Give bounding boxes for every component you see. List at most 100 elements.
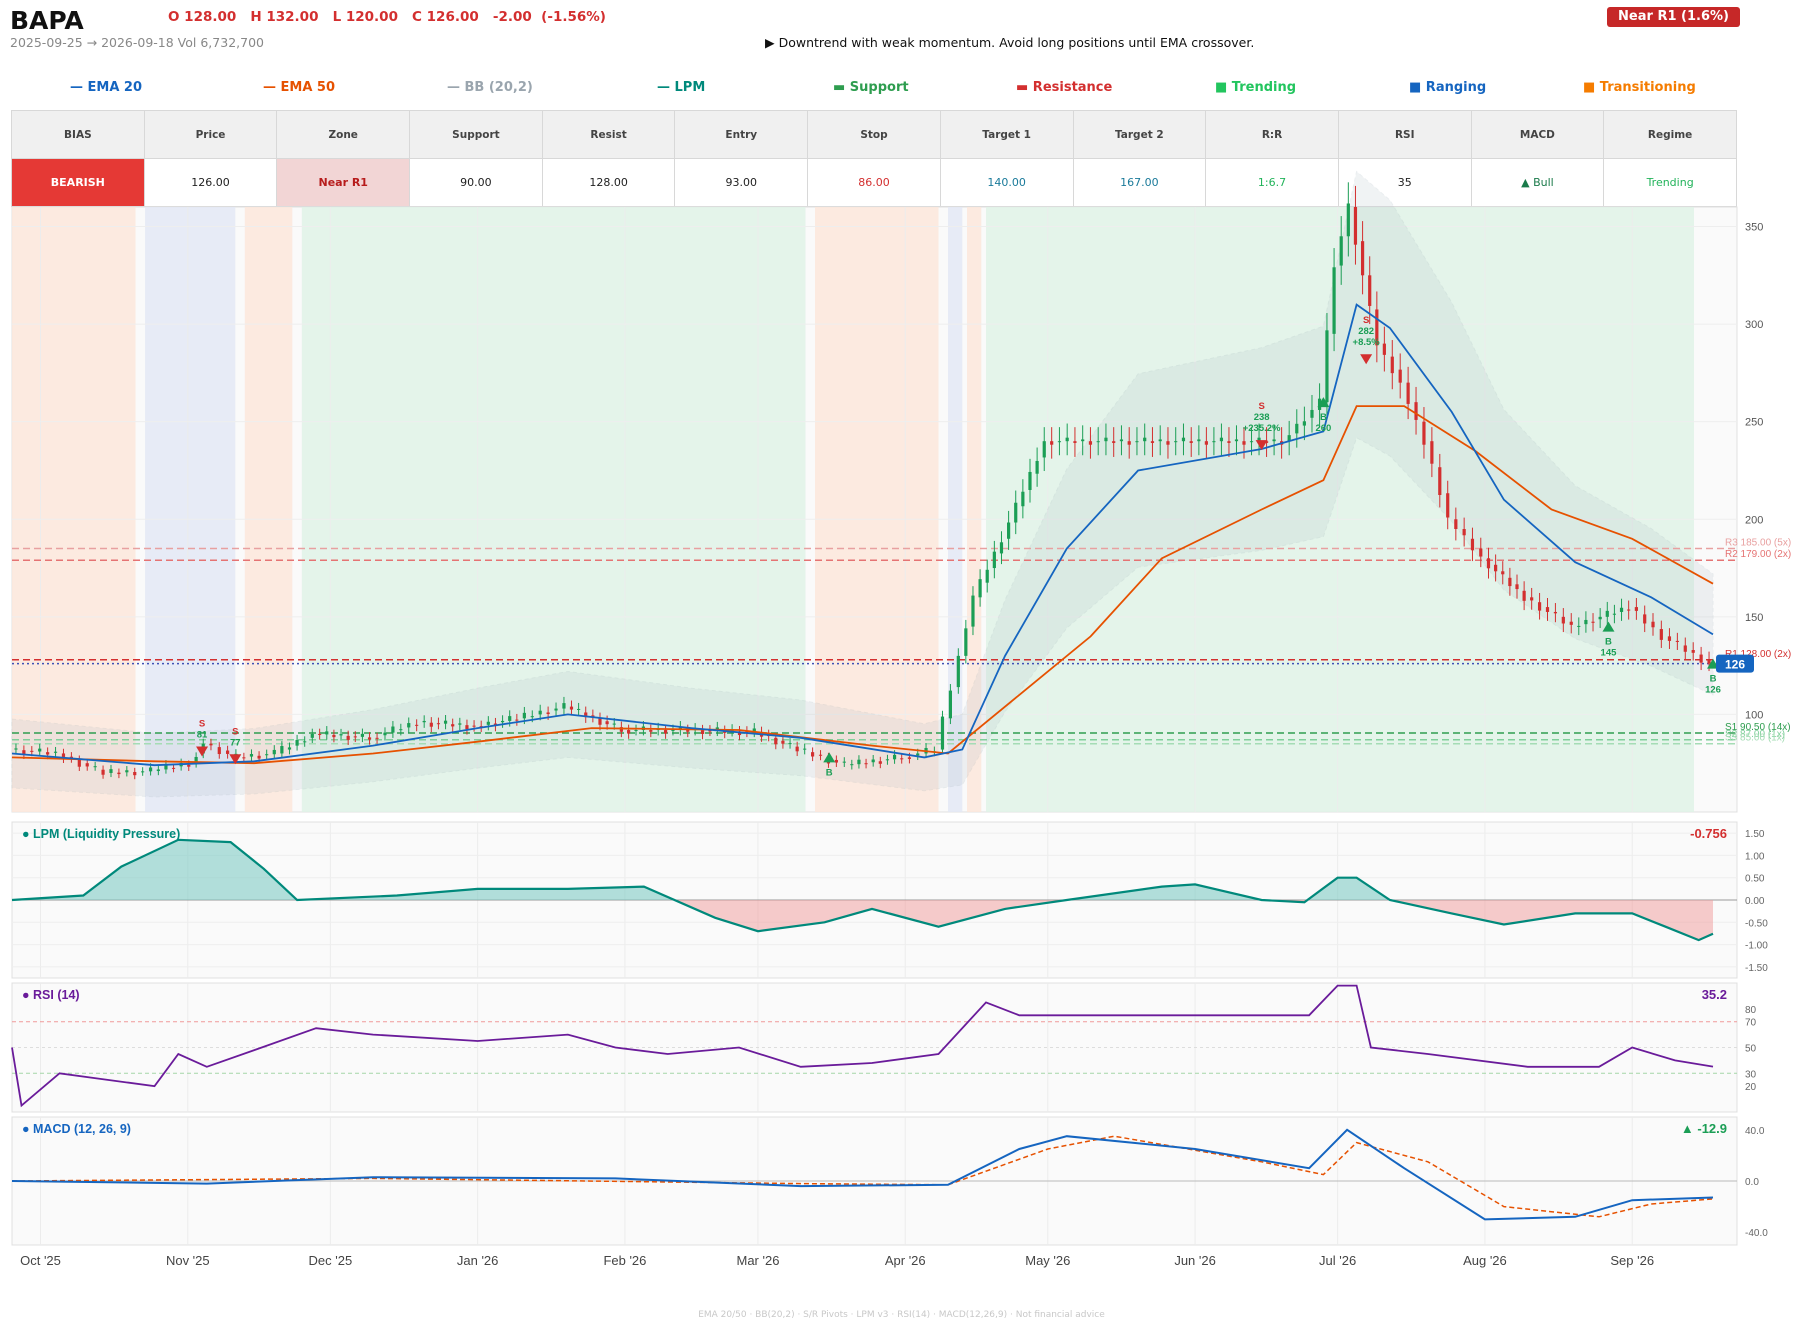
candle-body (141, 771, 145, 773)
candle-body (85, 763, 89, 767)
candle-body (834, 759, 838, 763)
candle-body (1014, 502, 1018, 523)
candle-body (678, 726, 682, 731)
chart-legend: — EMA 20 — EMA 50 — BB (20,2) — LPM ▬ Su… (0, 80, 1803, 98)
candle-body (1065, 437, 1069, 442)
x-tick-label: Nov '25 (166, 1253, 210, 1268)
candle-body (1042, 441, 1046, 458)
candle-body (871, 759, 875, 763)
macd-tick-label: 40.0 (1745, 1126, 1765, 1137)
candle-body (708, 730, 712, 732)
price-tick-label: 350 (1745, 222, 1763, 234)
candle-body (612, 723, 616, 725)
candle-body (500, 720, 505, 723)
regime-band (12, 207, 136, 812)
x-tick-label: May '26 (1025, 1253, 1070, 1268)
candle-body (781, 740, 785, 744)
candle-body (978, 579, 982, 598)
target2-cell: 167.00 (1072, 158, 1207, 207)
candle-body (1494, 564, 1498, 572)
rsi-tick-label: 70 (1745, 1018, 1757, 1029)
candle-body (1675, 640, 1679, 642)
candle-body (303, 741, 307, 743)
legend-bb[interactable]: — BB (20,2) (447, 80, 533, 95)
candle-body (878, 761, 882, 764)
candle-body (663, 730, 668, 734)
rsi-line (11, 984, 1714, 1108)
date-range-volume: 2025-09-25 → 2026-09-18 Vol 6,732,700 (10, 35, 264, 50)
price-chart-svg[interactable]: Oct '25 Nov '25 Dec '25 Jan '26 Feb '26 Mar '… (0, 0, 1803, 1300)
candle-body (486, 721, 490, 725)
candle-body (649, 730, 653, 732)
sell-signal-marker (1255, 440, 1268, 451)
candle-body (407, 723, 411, 728)
candle-body (242, 757, 246, 759)
price-tick-label: 250 (1745, 417, 1763, 429)
lpm-tick-label: -0.50 (1745, 918, 1768, 929)
candle-body (1605, 610, 1609, 617)
macd-tick-label: -40.0 (1745, 1228, 1768, 1239)
candle-body (1353, 207, 1358, 245)
sell-signal-label: 282 (1358, 326, 1374, 337)
candle-body (1699, 654, 1703, 663)
candle-body (1234, 439, 1239, 442)
candle-body (627, 730, 631, 734)
candle-body (907, 757, 912, 759)
x-tick-label: Dec '25 (309, 1253, 353, 1268)
table-value-row: BEARISH 126.00 Near R1 90.00 128.00 93.0… (11, 158, 1737, 207)
candle-body (1707, 659, 1711, 664)
candle-body (415, 724, 419, 726)
legend-trending[interactable]: ■ Trending (1215, 80, 1297, 95)
candle-body (148, 767, 153, 772)
legend-ema20[interactable]: — EMA 20 (70, 80, 143, 95)
price-tick-label: 300 (1745, 319, 1763, 331)
lpm-tick-label: 1.00 (1745, 851, 1765, 862)
regime-band (145, 207, 236, 812)
candle-body (1438, 467, 1442, 495)
candle-body (194, 756, 198, 764)
legend-ema50[interactable]: — EMA 50 (263, 80, 336, 95)
candle-body (530, 716, 534, 718)
candle-body (1584, 619, 1588, 625)
legend-ranging[interactable]: ■ Ranging (1409, 80, 1487, 95)
candle-body (1398, 369, 1402, 383)
sell-signal-marker (1360, 354, 1373, 365)
ema50-line (11, 405, 1714, 765)
table-header-cell: Entry (674, 110, 809, 159)
candle-body (1104, 437, 1108, 442)
candle-body (1627, 609, 1631, 611)
table-header-cell: R:R (1205, 110, 1339, 159)
candle-body (1197, 439, 1201, 442)
candle-body (46, 752, 50, 755)
price-tick-label: 150 (1745, 612, 1763, 624)
candle-body (1486, 558, 1491, 569)
candle-body (1035, 460, 1039, 474)
candle-body (850, 764, 854, 766)
candle-body (436, 723, 441, 725)
legend-transitioning[interactable]: ■ Transitioning (1583, 80, 1696, 95)
table-header-cell: Price (143, 110, 278, 159)
legend-resistance[interactable]: ▬ Resistance (1016, 80, 1113, 95)
candle-body (605, 721, 609, 725)
candle-body (1553, 611, 1558, 614)
candle-body (1339, 236, 1343, 266)
sell-signal-marker (196, 746, 209, 757)
candle-body (1651, 621, 1655, 628)
candle-body (1081, 439, 1085, 442)
candle-body (1332, 267, 1336, 334)
legend-support[interactable]: ▬ Support (833, 80, 909, 95)
candle-body (1257, 437, 1261, 442)
support-cell: 90.00 (409, 158, 543, 207)
candle-body (360, 733, 365, 737)
sr-level-label: S2 87.00 (1x) (1725, 729, 1785, 740)
candle-body (272, 749, 276, 755)
macd-tick-label: 0.0 (1745, 1177, 1759, 1188)
table-header-row: BIAS Price Zone Support Resist Entry Sto… (11, 110, 1737, 159)
sr-level-label: R3 185.00 (5x) (1725, 538, 1791, 549)
lpm-current-value: -0.756 (1690, 826, 1727, 841)
current-price-tag (1716, 654, 1754, 673)
candle-body (554, 708, 558, 711)
legend-lpm[interactable]: — LPM (657, 80, 706, 95)
lpm-tick-label: 1.50 (1745, 829, 1765, 840)
candle-body (93, 766, 97, 768)
